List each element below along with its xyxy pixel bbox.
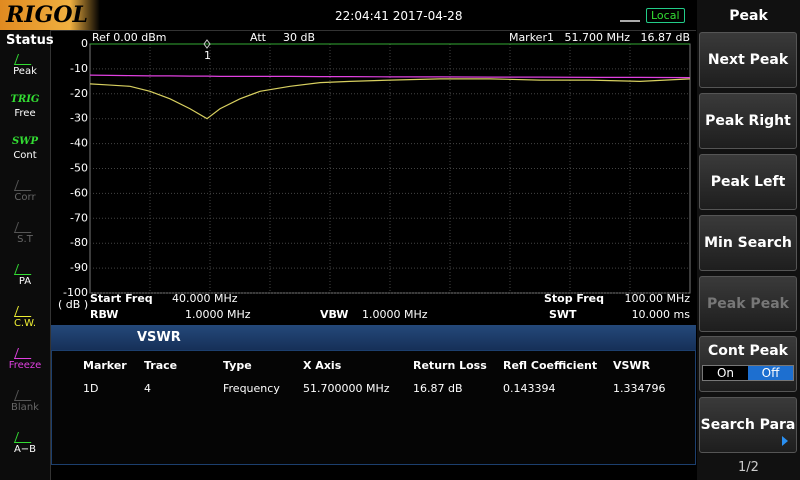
spectrum-plot: Ref 0.00 dBm Att 30 dB Marker1 51.700 MH… [58,31,691,321]
status-label: Freeze [8,360,42,371]
search-para-label: Search Para [700,417,796,433]
menu-button[interactable]: Min Search [699,215,797,271]
trace [89,74,691,79]
y-tick-label: -60 [70,186,88,199]
status-label: Blank [11,402,39,413]
menu-button-label: Next Peak [707,52,789,68]
rbw-label: RBW [90,308,118,321]
toggle-on[interactable]: On [703,366,748,380]
datetime: 22:04:41 2017-04-28 [335,9,463,23]
divider [0,30,696,31]
toggle-off[interactable]: Off [748,366,793,380]
table-header-bar [51,325,696,350]
menu-button-label: Peak Right [705,113,791,129]
column-header: Trace [144,359,178,372]
swt-label: SWT [549,308,577,321]
menu-button-label: Min Search [704,235,792,251]
logo-bg [0,0,100,30]
column-header: Return Loss [413,359,487,372]
swt-value: 10.000 ms [632,308,691,321]
att-value: 30 dB [283,31,315,44]
status-label: A−B [13,444,37,455]
y-unit: ( dB ) [58,298,88,311]
cont-peak-button[interactable]: Cont Peak On Off [699,336,797,392]
more-arrow [782,436,788,446]
y-tick-label: 0 [81,37,88,50]
logo: RIGOL [6,2,88,28]
column-header: X Axis [303,359,342,372]
status-label: S.T [17,234,33,245]
status-label: Peak [13,66,37,77]
table-cell: 51.700000 MHz [303,382,390,395]
start-label: Start Freq [90,292,153,305]
menu-button-label: Peak Left [710,174,786,190]
att-label: Att [250,31,267,44]
table-body [51,350,696,465]
status-panel [0,30,51,480]
y-tick-label: -30 [70,112,88,125]
rbw-value: 1.0000 MHz [185,308,251,321]
stop-label: Stop Freq [544,292,604,305]
menu-button-label: Peak Peak [707,296,789,312]
menu-button: Peak Peak [699,276,797,332]
local-badge: Local [646,8,685,23]
menu-title: Peak [729,8,768,24]
table-cell: 1D [83,382,99,395]
menu-button[interactable]: Next Peak [699,32,797,88]
stop-value: 100.00 MHz [624,292,690,305]
cont-peak-label: Cont Peak [708,343,788,359]
table-cell: 16.87 dB [413,382,463,395]
status-label: Free [14,108,36,119]
y-tick-label: -80 [70,236,88,249]
status-top: TRIG [10,94,40,105]
status-title: Status [6,33,54,48]
y-tick-label: -10 [70,62,88,75]
status-label: Cont [13,150,37,161]
y-tick-label: -100 [63,286,88,299]
column-header: Marker [83,359,127,372]
marker-readout: Marker1 51.700 MHz 16.87 dB [509,31,690,44]
ref-level: Ref 0.00 dBm [92,31,167,44]
status-top: SWP [12,136,38,147]
y-tick-label: -20 [70,87,88,100]
vbw-label: VBW [320,308,348,321]
y-tick-label: -40 [70,137,88,150]
table-cell: Frequency [223,382,280,395]
page-indicator: 1/2 [738,460,759,475]
table-cell: 1.334796 [613,382,666,395]
table-cell: 4 [144,382,151,395]
y-tick-label: -50 [70,162,88,175]
status-label: C.W. [13,318,37,329]
status-label: PA [18,276,32,287]
menu-button[interactable]: Peak Right [699,93,797,149]
marker-label: 1 [204,49,211,62]
vbw-value: 1.0000 MHz [362,308,428,321]
menu-button[interactable]: Peak Left [699,154,797,210]
search-para-button[interactable]: Search Para [699,397,797,453]
status-label: Corr [14,192,36,203]
trace [89,78,691,120]
table-cell: 0.143394 [503,382,556,395]
column-header: Type [223,359,252,372]
column-header: Refl Coefficient [503,359,598,372]
usb-icon [620,8,640,22]
y-tick-label: -90 [70,261,88,274]
column-header: VSWR [613,359,651,372]
toggle: On Off [702,365,794,381]
table-title: VSWR [137,330,181,345]
y-tick-label: -70 [70,211,88,224]
marker-symbol [203,39,211,49]
start-value: 40.000 MHz [172,292,238,305]
